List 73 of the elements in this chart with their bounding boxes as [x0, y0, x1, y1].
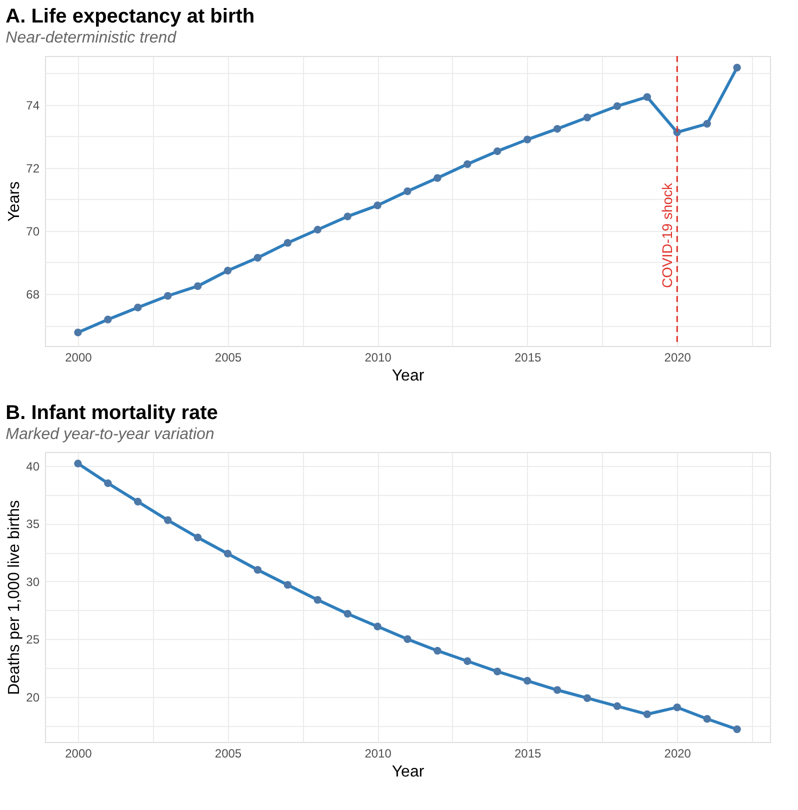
x-axis-title: Year — [392, 764, 425, 780]
point — [583, 694, 592, 702]
point — [583, 114, 592, 122]
y-tick-label: 30 — [26, 574, 40, 589]
point — [224, 550, 232, 558]
point — [733, 64, 741, 72]
point — [553, 686, 562, 694]
point — [404, 635, 412, 644]
point — [523, 676, 532, 685]
x-tick-label: 2020 — [664, 350, 692, 364]
chart-title: B. Infant mortality rate — [6, 402, 218, 424]
point — [344, 610, 352, 618]
point — [74, 328, 82, 336]
point — [434, 646, 442, 655]
point — [613, 702, 622, 710]
point — [434, 174, 442, 182]
y-tick-label: 40 — [26, 459, 40, 474]
y-tick-label: 72 — [26, 161, 40, 176]
y-tick-label: 25 — [26, 632, 40, 647]
point — [224, 266, 232, 275]
y-tick-label: 35 — [26, 517, 40, 532]
x-tick-label: 2020 — [664, 746, 692, 760]
point — [494, 668, 502, 676]
point — [374, 622, 382, 630]
x-tick-label: 2010 — [364, 746, 392, 760]
x-tick-label: 2005 — [214, 350, 242, 364]
point — [104, 479, 112, 488]
y-axis-title: Years — [6, 181, 24, 222]
x-tick-label: 2000 — [65, 350, 92, 364]
chart-title: A. Life expectancy at birth — [6, 5, 255, 28]
x-tick-label: 2015 — [514, 746, 542, 760]
point — [673, 703, 681, 712]
y-tick-label: 74 — [26, 98, 40, 112]
point — [703, 715, 711, 723]
point — [464, 657, 472, 665]
x-tick-label: 2000 — [65, 746, 92, 760]
point — [284, 239, 292, 247]
point — [703, 120, 711, 128]
point — [134, 304, 142, 312]
point — [314, 226, 322, 234]
point — [643, 93, 652, 101]
point — [284, 581, 292, 589]
x-tick-label: 2015 — [514, 350, 542, 364]
point — [344, 212, 352, 220]
chart-subtitle: Near-deterministic trend — [6, 29, 178, 46]
point — [613, 102, 622, 110]
chart-subtitle: Marked year-to-year variation — [6, 426, 214, 443]
point — [194, 282, 202, 290]
point — [464, 160, 472, 168]
point — [553, 124, 562, 133]
point — [374, 202, 382, 210]
point — [194, 534, 202, 542]
point — [494, 147, 502, 156]
point — [134, 498, 142, 506]
point — [404, 187, 412, 196]
x-axis-title: Year — [392, 368, 425, 384]
ref-line-label: COVID-19 shock — [659, 182, 676, 288]
point — [523, 136, 532, 144]
point — [164, 292, 172, 300]
point — [733, 725, 741, 734]
y-tick-label: 70 — [26, 224, 40, 238]
x-tick-label: 2010 — [364, 350, 392, 364]
point — [74, 460, 82, 468]
y-tick-label: 20 — [26, 690, 40, 704]
point — [164, 516, 172, 524]
point — [104, 316, 112, 324]
x-tick-label: 2005 — [214, 746, 242, 760]
point — [314, 596, 322, 604]
point — [254, 254, 262, 262]
y-axis-title: Deaths per 1,000 live births — [6, 500, 24, 695]
y-tick-label: 68 — [26, 287, 40, 302]
point — [254, 566, 262, 574]
point — [643, 710, 652, 718]
